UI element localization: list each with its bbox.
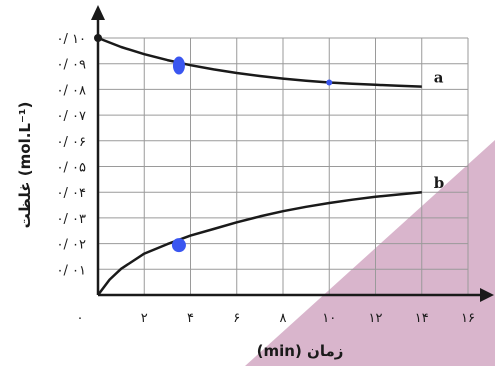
y-tick-label: ۰/ ۰۳: [57, 212, 86, 227]
pink-decoration-band: [245, 140, 495, 366]
y-axis-arrow-icon: [91, 5, 105, 20]
series-label-a: a: [434, 69, 444, 87]
series-label-b: b: [434, 174, 445, 192]
y-tick-label: ۰/ ۰۱: [57, 263, 86, 278]
series-line-b: [97, 190, 422, 296]
x-axis-title: زمان (min): [257, 342, 344, 360]
highlight-marker: [172, 56, 185, 75]
series-lines: [94, 34, 422, 296]
series-a-start-point: [94, 34, 102, 42]
grid: [98, 37, 469, 295]
y-tick-label: ۰/ ۰۲: [57, 238, 86, 253]
x-tick-label: ۶: [233, 311, 240, 326]
highlight-marker: [171, 238, 186, 253]
x-tick-label: ۱۶: [461, 311, 475, 326]
x-tick-label: ۲: [141, 311, 148, 326]
tick-labels: a b ۰/ ۰۱ ۰/ ۰۲ ۰/ ۰۳ ۰/ ۰۴ ۰/ ۰۵ ۰/ ۰۶ ۰/ ۰۷ ۰/ …: [57, 32, 475, 326]
axes: [91, 5, 494, 302]
y-tick-label: ۰/ ۰۶: [57, 135, 86, 150]
y-tick-label: ۰/ ۰۹: [57, 58, 86, 73]
x-tick-label: ۴: [187, 311, 194, 326]
y-tick-label: ۰/ ۰۷: [57, 109, 86, 124]
x-tick-label: ۰: [77, 311, 84, 326]
x-tick-label: ۸: [280, 311, 287, 326]
series-line-a: [97, 36, 422, 88]
x-tick-label: ۱۲: [369, 311, 383, 326]
y-axis-title: غلظت (mol.L⁻¹): [16, 102, 34, 229]
y-tick-label: ۰/ ۱۰: [57, 32, 86, 47]
highlight-marker: [326, 79, 333, 86]
y-tick-label: ۰/ ۰۵: [57, 161, 86, 176]
highlight-markers: [171, 56, 333, 253]
y-tick-label: ۰/ ۰۸: [57, 83, 86, 98]
y-tick-label: ۰/ ۰۴: [57, 186, 86, 201]
x-tick-label: ۱۰: [322, 311, 336, 326]
x-axis-arrow-icon: [480, 288, 494, 302]
x-tick-label: ۱۴: [415, 311, 429, 326]
